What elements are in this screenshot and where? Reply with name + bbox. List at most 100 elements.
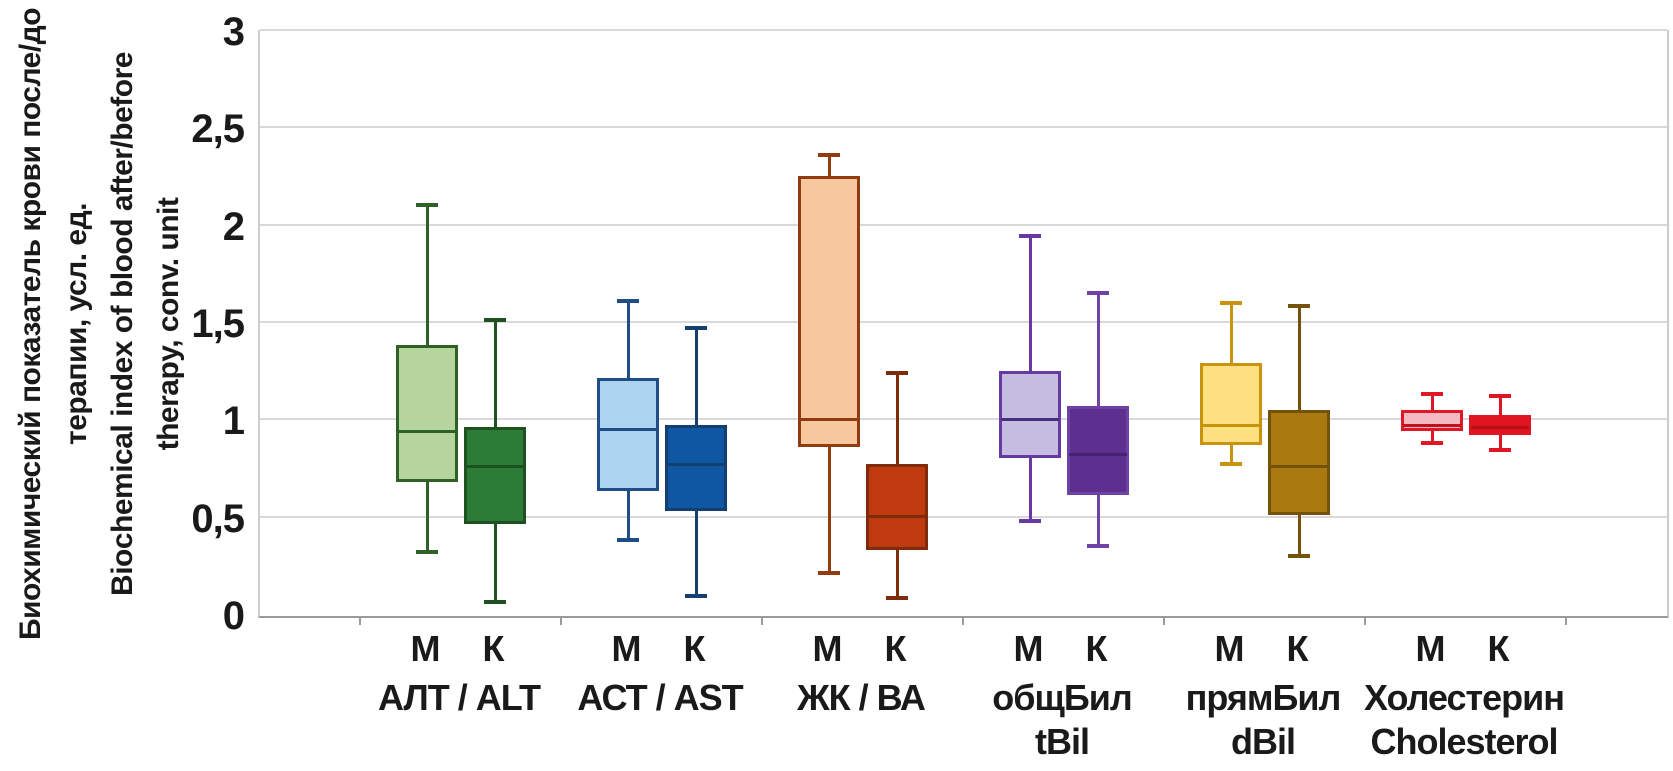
whisker-upper-cap — [484, 318, 506, 323]
group-label: АЛТ / ALT — [378, 677, 541, 718]
box-k — [1067, 405, 1129, 496]
median-line — [667, 462, 725, 466]
whisker-upper-cap — [1019, 234, 1041, 239]
x-tick — [760, 616, 763, 625]
series-sublabel-k: К — [1085, 628, 1108, 669]
median-line — [1202, 423, 1260, 427]
group-label: общБил — [992, 677, 1132, 718]
gridline-2 — [260, 223, 1667, 226]
whisker-upper-stem — [1430, 394, 1434, 410]
whisker-upper-stem — [694, 327, 698, 426]
y-tick-label: 2 — [222, 204, 245, 249]
group-label: tBil — [1035, 721, 1090, 762]
series-sublabel-k: К — [884, 628, 907, 669]
gridline-0,5 — [260, 515, 1667, 518]
whisker-upper-stem — [425, 205, 429, 346]
series-sublabel-m: М — [1415, 628, 1446, 669]
whisker-lower-cap — [416, 549, 438, 554]
y-tick-label: 3 — [222, 10, 245, 54]
box-m — [396, 345, 458, 482]
whisker-upper-stem — [1229, 302, 1233, 363]
y-tick-label: 1 — [222, 399, 245, 444]
whisker-upper-stem — [1096, 292, 1100, 406]
median-line — [868, 515, 926, 519]
box-m — [999, 370, 1061, 459]
median-line — [1471, 425, 1529, 429]
x-tick — [559, 616, 562, 625]
median-line — [398, 429, 456, 433]
whisker-lower-cap — [1288, 553, 1310, 558]
x-tick — [1564, 616, 1567, 625]
series-sublabel-k: К — [683, 628, 706, 669]
median-line — [1270, 464, 1328, 468]
y-axis-title-line-ru-2: терапии, усл. ед. — [60, 203, 93, 445]
y-axis-title-line-ru-1: Биохимический показатель крови после/до — [14, 7, 47, 641]
whisker-lower-cap — [685, 594, 707, 599]
whisker-lower-cap — [1220, 462, 1242, 467]
y-tick-label: 0 — [222, 594, 245, 638]
whisker-upper-stem — [626, 300, 630, 379]
whisker-upper-stem — [895, 372, 899, 465]
box-m — [597, 378, 659, 492]
whisker-upper-cap — [685, 325, 707, 330]
box-k — [1268, 409, 1330, 515]
plot-area — [258, 29, 1669, 618]
median-line — [1403, 423, 1461, 427]
group-label: прямБил — [1185, 677, 1342, 718]
whisker-lower-stem — [1028, 458, 1032, 521]
y-tick-label: 0,5 — [191, 496, 245, 541]
gridline-3 — [260, 29, 1667, 31]
whisker-upper-cap — [617, 298, 639, 303]
whisker-lower-stem — [1498, 434, 1502, 451]
x-tick — [358, 616, 361, 625]
median-line — [1069, 452, 1127, 456]
series-sublabel-m: М — [1214, 628, 1245, 669]
whisker-lower-stem — [895, 549, 899, 599]
box-m — [1200, 362, 1262, 445]
x-tick — [1363, 616, 1366, 625]
whisker-lower-stem — [425, 481, 429, 552]
series-sublabel-m: М — [410, 628, 441, 669]
whisker-lower-cap — [818, 571, 840, 576]
whisker-lower-cap — [1019, 518, 1041, 523]
series-sublabel-m: М — [1013, 628, 1044, 669]
median-line — [800, 417, 858, 421]
box-k — [665, 425, 727, 511]
gridline-1,5 — [260, 321, 1667, 323]
x-tick — [961, 616, 964, 625]
whisker-lower-stem — [694, 510, 698, 597]
series-sublabel-k: К — [1286, 628, 1309, 669]
whisker-lower-cap — [484, 600, 506, 605]
series-sublabel-m: М — [812, 628, 843, 669]
whisker-lower-stem — [1430, 431, 1434, 443]
whisker-upper-cap — [416, 203, 438, 208]
x-tick — [1162, 616, 1165, 625]
box-k — [1469, 415, 1531, 435]
whisker-lower-stem — [493, 524, 497, 603]
whisker-lower-cap — [1489, 448, 1511, 453]
median-line — [466, 464, 524, 468]
box-k — [866, 464, 928, 550]
median-line — [599, 427, 657, 431]
box-m — [1401, 409, 1463, 431]
whisker-lower-cap — [1087, 543, 1109, 548]
whisker-lower-stem — [1297, 514, 1301, 556]
gridline-1 — [260, 418, 1667, 421]
whisker-lower-cap — [886, 596, 908, 601]
whisker-upper-cap — [886, 370, 908, 375]
whisker-upper-stem — [1297, 306, 1301, 410]
series-sublabel-k: К — [482, 628, 505, 669]
whisker-upper-stem — [827, 154, 831, 176]
whisker-upper-cap — [818, 152, 840, 157]
whisker-upper-stem — [1498, 395, 1502, 416]
series-sublabel-m: М — [611, 628, 642, 669]
box-m — [798, 176, 860, 447]
gridline-2,5 — [260, 126, 1667, 129]
series-sublabel-k: К — [1487, 628, 1510, 669]
y-tick-label: 2,5 — [191, 107, 245, 152]
whisker-lower-cap — [1421, 440, 1443, 445]
whisker-upper-cap — [1087, 290, 1109, 295]
whisker-upper-cap — [1288, 304, 1310, 309]
group-label: dBil — [1231, 721, 1296, 762]
